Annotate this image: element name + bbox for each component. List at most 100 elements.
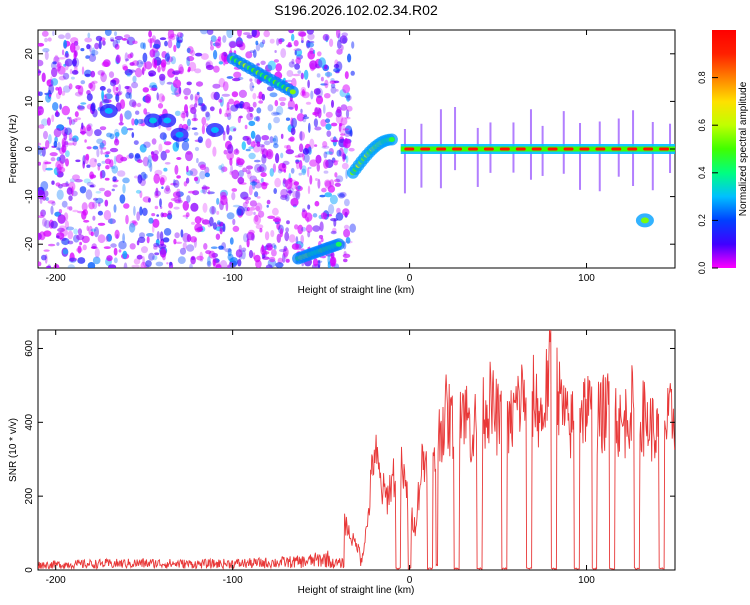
noise-mark — [38, 105, 44, 116]
noise-mark — [73, 228, 78, 235]
noise-mark — [239, 38, 243, 46]
noise-mark — [303, 69, 309, 80]
noise-mark — [317, 51, 322, 57]
noise-mark — [84, 139, 87, 143]
noise-mark — [91, 80, 98, 84]
noise-mark — [131, 101, 137, 108]
noise-mark — [58, 75, 66, 81]
noise-mark — [237, 176, 245, 185]
noise-mark — [279, 228, 283, 238]
noise-mark — [151, 213, 156, 217]
noise-mark — [229, 171, 233, 175]
noise-mark — [348, 130, 353, 137]
noise-mark — [112, 39, 119, 48]
noise-mark — [252, 92, 257, 100]
noise-mark — [246, 238, 250, 248]
noise-mark — [186, 47, 191, 54]
noise-mark — [61, 237, 70, 246]
noise-mark — [301, 36, 304, 44]
noise-mark — [179, 247, 187, 255]
noise-mark — [290, 197, 299, 207]
noise-mark — [215, 264, 222, 268]
noise-mark — [95, 191, 102, 194]
noise-mark — [47, 37, 52, 42]
noise-mark — [123, 34, 131, 39]
noise-mark — [295, 159, 301, 163]
noise-mark — [213, 91, 220, 101]
noise-mark — [164, 40, 168, 47]
noise-mark — [289, 189, 292, 196]
noise-mark — [256, 63, 260, 66]
noise-mark — [141, 207, 148, 216]
carrier-mark — [547, 147, 558, 151]
noise-mark — [213, 49, 218, 60]
noise-mark — [318, 234, 324, 239]
noise-mark — [253, 214, 262, 225]
noise-mark — [61, 49, 65, 56]
noise-mark — [80, 102, 87, 105]
snr-y-tick-label: 400 — [24, 414, 35, 431]
noise-mark — [175, 241, 183, 244]
noise-mark — [38, 145, 42, 155]
noise-mark — [165, 149, 170, 154]
noise-mark — [232, 218, 236, 225]
noise-mark — [263, 30, 271, 38]
noise-mark — [266, 242, 273, 248]
noise-mark — [133, 258, 141, 265]
noise-mark — [169, 261, 173, 266]
noise-mark — [62, 85, 71, 93]
noise-mark — [176, 175, 181, 179]
noise-mark — [143, 61, 147, 72]
spectrogram-y-tick-label: 0 — [24, 146, 35, 152]
carrier-mark — [595, 147, 606, 151]
noise-mark — [72, 57, 80, 68]
noise-mark — [262, 181, 266, 185]
noise-mark — [260, 178, 264, 183]
noise-mark — [118, 240, 127, 250]
noise-mark — [301, 168, 307, 176]
noise-mark — [307, 185, 311, 195]
noise-mark — [222, 35, 227, 43]
blob-mark — [640, 217, 649, 224]
noise-mark — [86, 44, 91, 50]
noise-mark — [160, 212, 164, 218]
noise-mark — [187, 190, 195, 194]
noise-mark — [333, 80, 339, 84]
noise-mark — [185, 150, 193, 162]
noise-mark — [154, 190, 162, 197]
noise-mark — [167, 68, 176, 78]
noise-mark — [261, 154, 267, 164]
noise-mark — [124, 110, 132, 120]
noise-mark — [115, 93, 120, 103]
noise-mark — [216, 197, 220, 205]
noise-mark — [209, 216, 214, 227]
noise-mark — [285, 193, 290, 202]
noise-mark — [245, 200, 250, 204]
noise-mark — [286, 70, 294, 77]
noise-mark — [241, 247, 247, 252]
noise-mark — [215, 233, 221, 240]
blob-mark — [104, 107, 113, 114]
noise-mark — [267, 60, 276, 71]
noise-mark — [100, 72, 107, 83]
noise-mark — [320, 237, 324, 243]
noise-mark — [174, 76, 179, 81]
noise-mark — [194, 146, 200, 152]
noise-mark — [227, 264, 231, 268]
noise-mark — [118, 84, 121, 92]
noise-mark — [335, 212, 344, 221]
noise-mark — [255, 224, 264, 230]
noise-mark — [111, 165, 119, 174]
noise-mark — [314, 107, 322, 114]
noise-mark — [328, 204, 335, 215]
noise-mark — [118, 122, 124, 126]
noise-mark — [143, 173, 148, 179]
noise-mark — [180, 229, 184, 238]
noise-mark — [228, 135, 233, 141]
noise-mark — [342, 253, 351, 258]
noise-mark — [316, 163, 320, 172]
noise-mark — [324, 79, 329, 89]
noise-mark — [295, 185, 303, 192]
noise-mark — [167, 35, 176, 41]
